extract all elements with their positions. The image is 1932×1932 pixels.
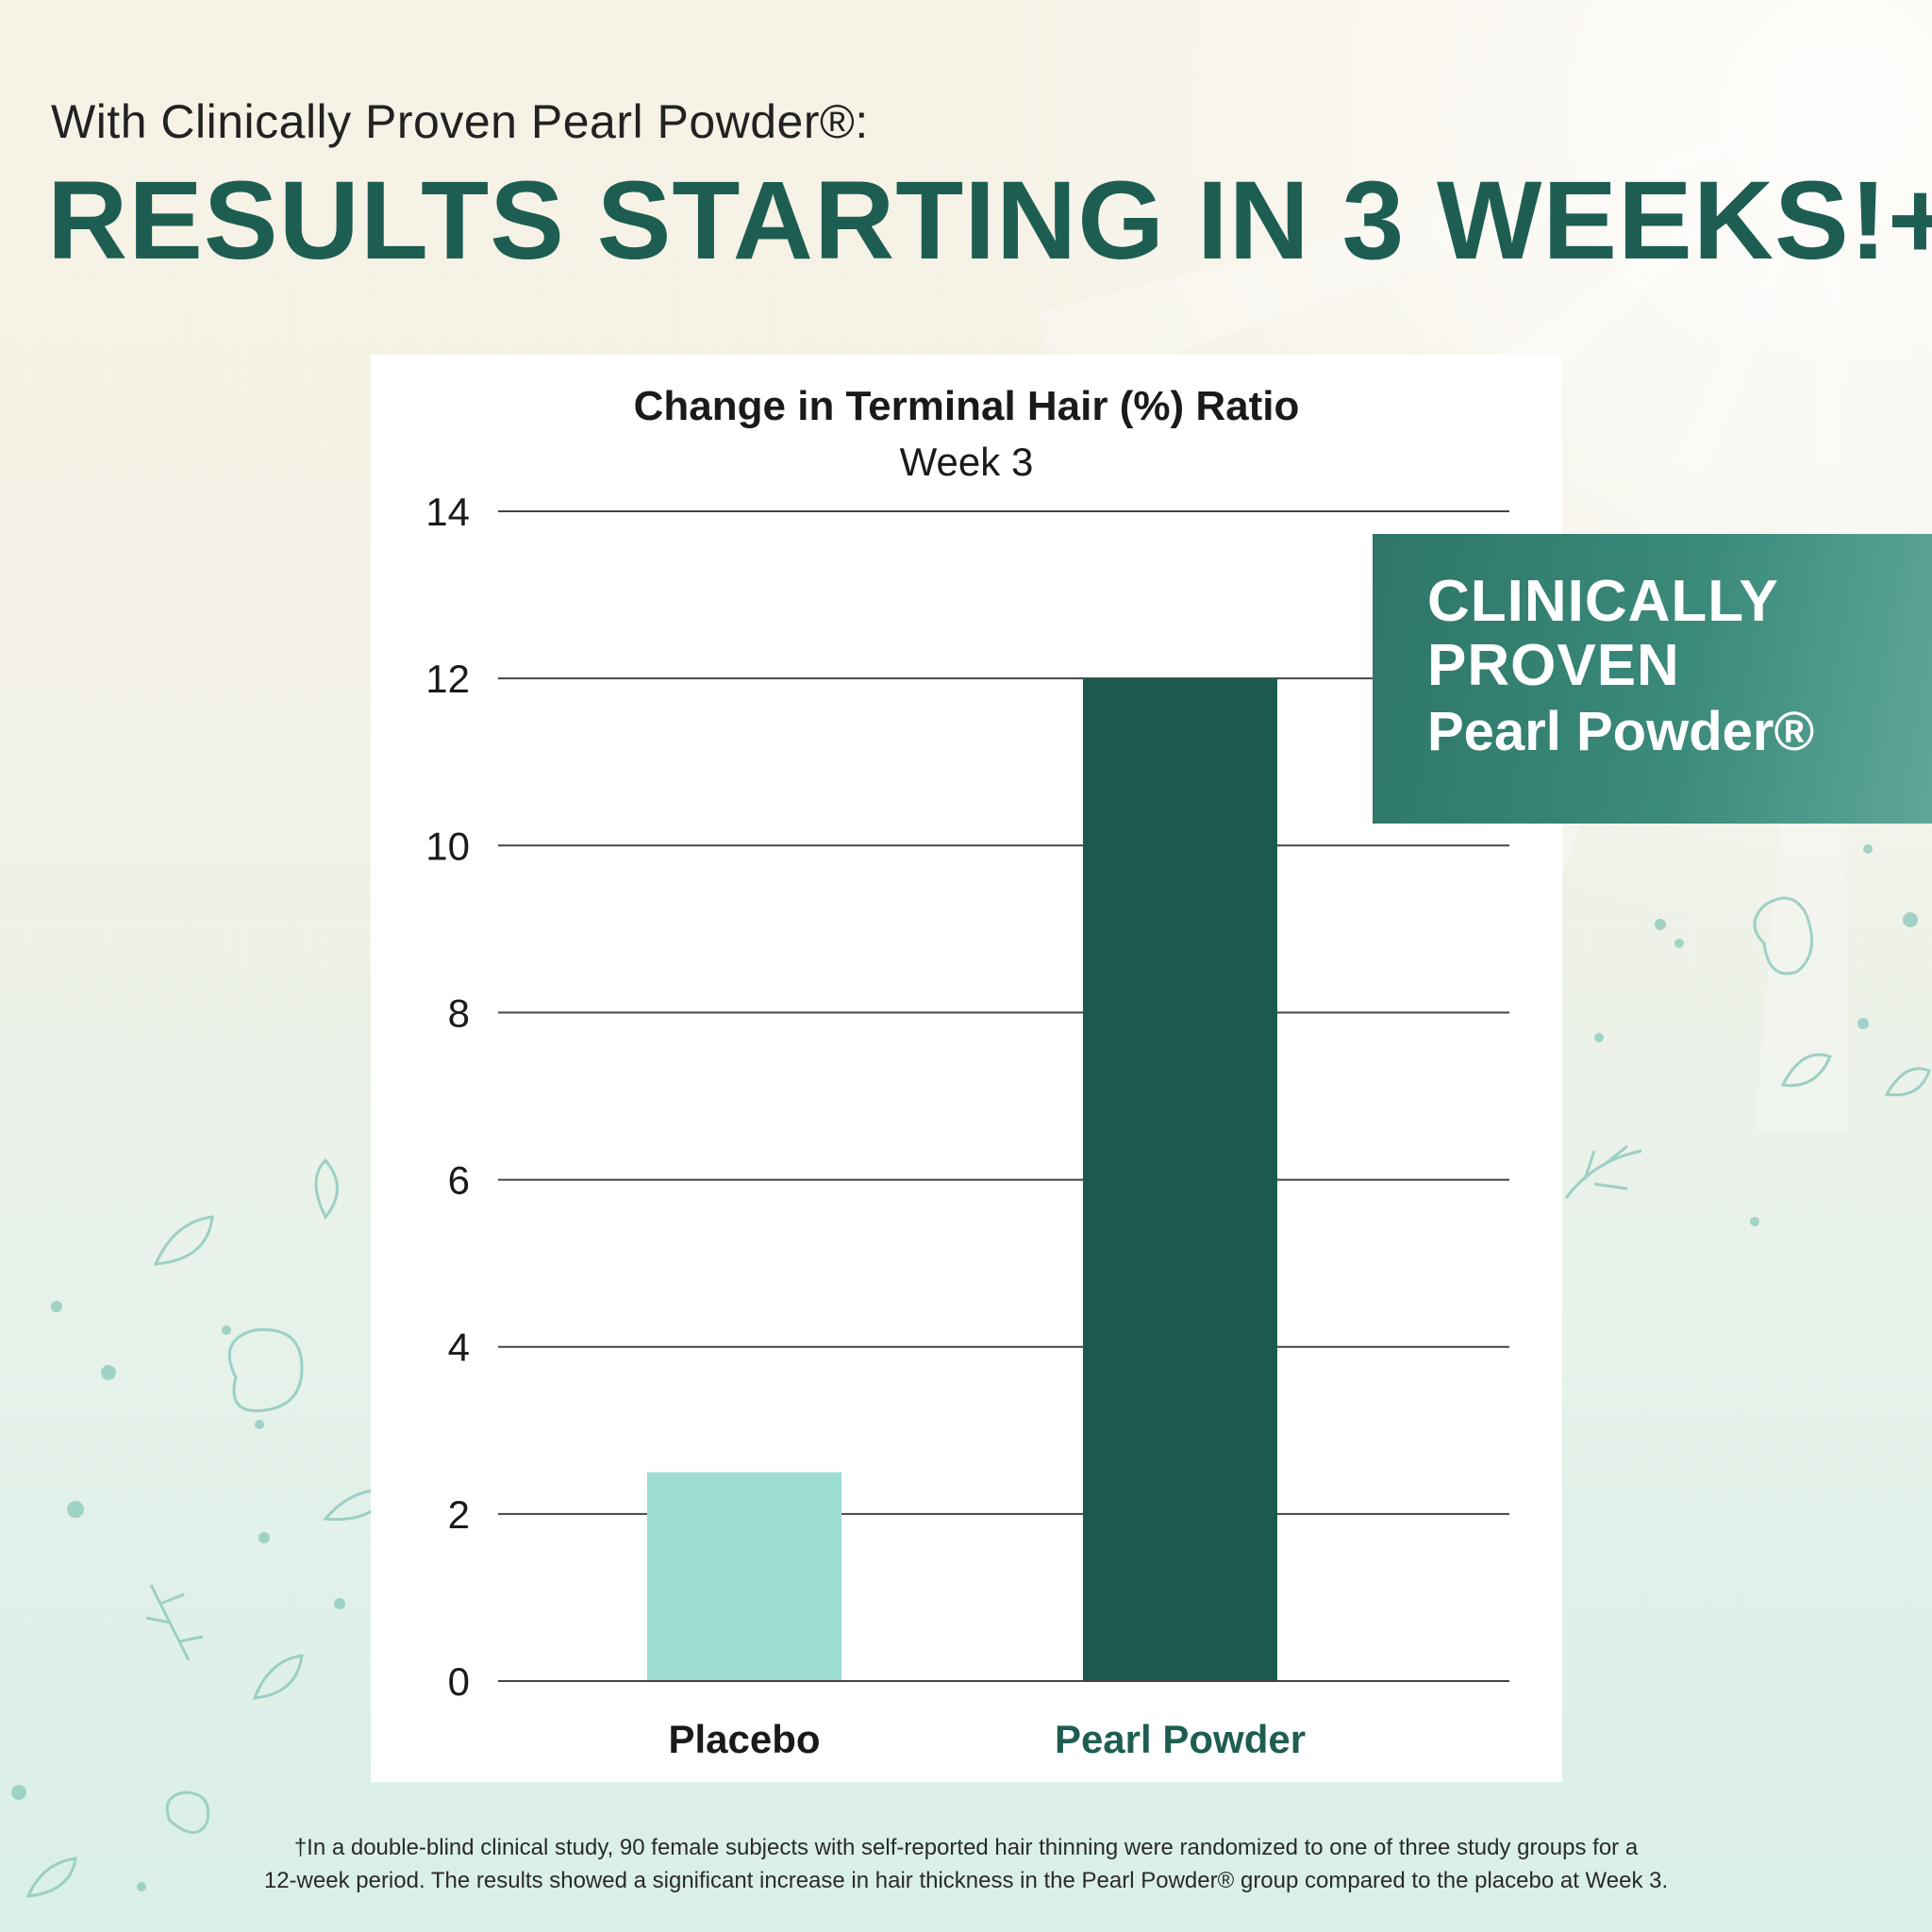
x-category-label: Pearl Powder [1055, 1717, 1306, 1761]
footnote: †In a double-blind clinical study, 90 fe… [0, 1832, 1932, 1898]
badge-line-3: Pearl Powder® [1427, 701, 1815, 763]
y-tick-label: 6 [448, 1158, 470, 1203]
footnote-line-1: †In a double-blind clinical study, 90 fe… [293, 1835, 1639, 1860]
y-tick-label: 12 [425, 657, 470, 701]
badge-line-1: CLINICALLY [1427, 569, 1779, 634]
y-tick-label: 14 [425, 490, 470, 534]
bar-chart: 0 2 4 6 8 10 12 14 Placebo Pearl Powder [425, 490, 1509, 1761]
y-tick-label: 10 [425, 824, 470, 868]
y-tick-label: 8 [448, 991, 470, 1035]
bar-placebo [647, 1472, 841, 1681]
bar-pearl-powder [1083, 678, 1277, 1681]
subtitle: With Clinically Proven Pearl Powder®: [51, 95, 869, 148]
leaf-icon [1780, 1053, 1833, 1088]
y-tick-label: 0 [448, 1659, 470, 1704]
leaf-icon [252, 1654, 304, 1700]
x-category-label: Placebo [668, 1717, 820, 1761]
chart-title: Change in Terminal Hair (%) Ratio [633, 383, 1300, 429]
blob-icon [1753, 896, 1814, 975]
chart-subtitle: Week 3 [899, 440, 1034, 484]
clinically-proven-badge: CLINICALLY PROVEN Pearl Powder® [1373, 534, 1932, 824]
branch-icon [145, 1584, 204, 1661]
blob-icon [165, 1790, 210, 1834]
leaf-icon [314, 1158, 339, 1220]
leaf-icon [1884, 1067, 1931, 1097]
y-tick-label: 2 [448, 1492, 470, 1537]
chart-panel: Change in Terminal Hair (%) Ratio Week 3… [371, 355, 1562, 1782]
branch-icon [1564, 1144, 1642, 1199]
blob-icon [227, 1328, 304, 1413]
badge-line-2: PROVEN [1427, 633, 1680, 699]
y-tick-label: 4 [448, 1325, 470, 1370]
leaf-icon [153, 1215, 214, 1266]
headline: RESULTS STARTING IN 3 WEEKS!+ [47, 158, 1932, 283]
footnote-line-2: 12-week period. The results showed a sig… [263, 1867, 1669, 1893]
